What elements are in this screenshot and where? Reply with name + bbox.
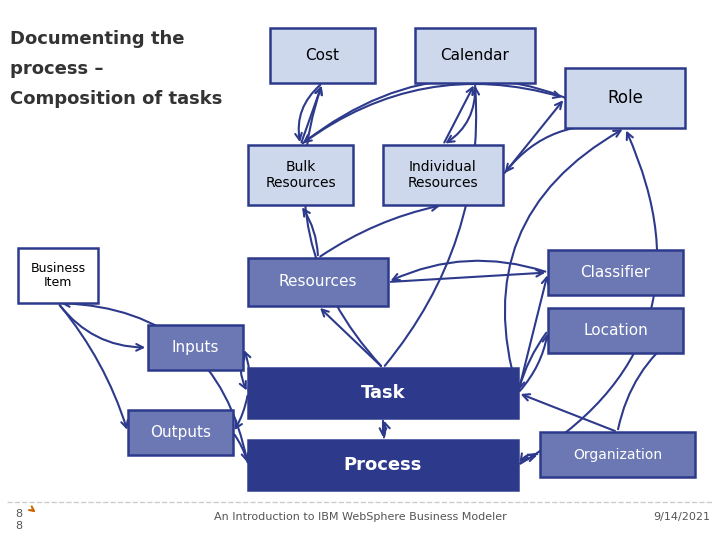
- Text: Cost: Cost: [305, 48, 340, 63]
- Text: Resources: Resources: [279, 274, 357, 289]
- FancyBboxPatch shape: [415, 28, 535, 83]
- Text: Composition of tasks: Composition of tasks: [10, 90, 222, 108]
- FancyBboxPatch shape: [383, 145, 503, 205]
- Text: Calendar: Calendar: [441, 48, 510, 63]
- Text: Outputs: Outputs: [150, 425, 211, 440]
- Text: Task: Task: [361, 384, 405, 402]
- Text: 8: 8: [15, 509, 22, 519]
- Text: 9/14/2021: 9/14/2021: [653, 512, 710, 522]
- FancyBboxPatch shape: [248, 368, 518, 418]
- FancyBboxPatch shape: [248, 258, 388, 306]
- Text: Documenting the: Documenting the: [10, 30, 184, 48]
- Text: 8: 8: [15, 521, 22, 531]
- Text: Inputs: Inputs: [172, 340, 220, 355]
- Text: An Introduction to IBM WebSphere Business Modeler: An Introduction to IBM WebSphere Busines…: [214, 512, 506, 522]
- FancyBboxPatch shape: [548, 250, 683, 295]
- Text: Process: Process: [344, 456, 422, 474]
- FancyBboxPatch shape: [148, 325, 243, 370]
- FancyBboxPatch shape: [540, 432, 695, 477]
- FancyBboxPatch shape: [128, 410, 233, 455]
- FancyBboxPatch shape: [270, 28, 375, 83]
- Text: process –: process –: [10, 60, 104, 78]
- Text: Bulk
Resources: Bulk Resources: [265, 160, 336, 190]
- Text: Classifier: Classifier: [580, 265, 650, 280]
- Text: Organization: Organization: [573, 448, 662, 462]
- FancyBboxPatch shape: [565, 68, 685, 128]
- FancyBboxPatch shape: [248, 440, 518, 490]
- Text: Individual
Resources: Individual Resources: [408, 160, 478, 190]
- FancyBboxPatch shape: [248, 145, 353, 205]
- Text: Business
Item: Business Item: [30, 261, 86, 289]
- Text: Role: Role: [607, 89, 643, 107]
- FancyBboxPatch shape: [548, 308, 683, 353]
- Text: Location: Location: [583, 323, 648, 338]
- FancyBboxPatch shape: [18, 248, 98, 303]
